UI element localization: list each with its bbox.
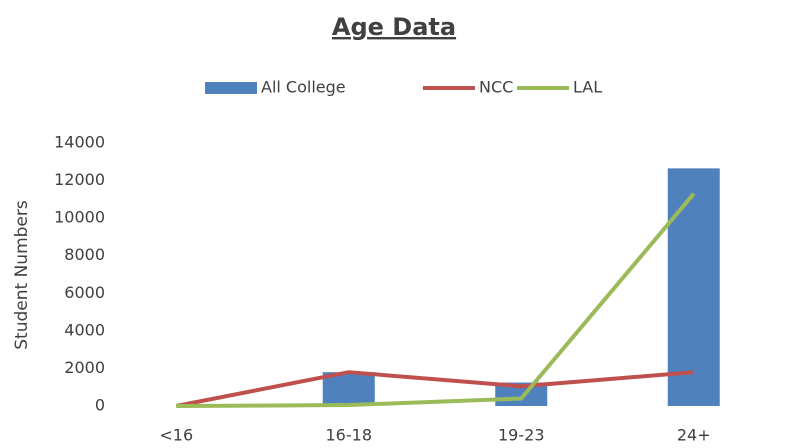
line [175, 370, 694, 408]
legend-swatch [205, 82, 257, 94]
y-tick-label: 2000 [64, 358, 105, 377]
chart-title: Age Data [332, 13, 456, 41]
x-tick-label: <16 [159, 426, 193, 445]
y-tick-label: 0 [95, 396, 105, 415]
legend-label: LAL [573, 78, 602, 97]
y-tick-label: 8000 [64, 245, 105, 264]
y-tick-label: 14000 [54, 133, 105, 152]
x-tick-label: 24+ [677, 426, 711, 445]
legend-label: All College [261, 78, 346, 97]
y-axis-label: Student Numbers [12, 200, 32, 350]
bar [322, 372, 375, 406]
bar [667, 168, 720, 406]
x-tick-label: 19-23 [498, 426, 545, 445]
line [176, 192, 696, 408]
y-tick-label: 4000 [64, 320, 105, 339]
y-tick-label: 6000 [64, 283, 105, 302]
legend-label: NCC [479, 78, 513, 97]
x-tick-label: 16-18 [326, 426, 373, 445]
y-tick-label: 12000 [54, 170, 105, 189]
y-tick-label: 10000 [54, 208, 105, 227]
